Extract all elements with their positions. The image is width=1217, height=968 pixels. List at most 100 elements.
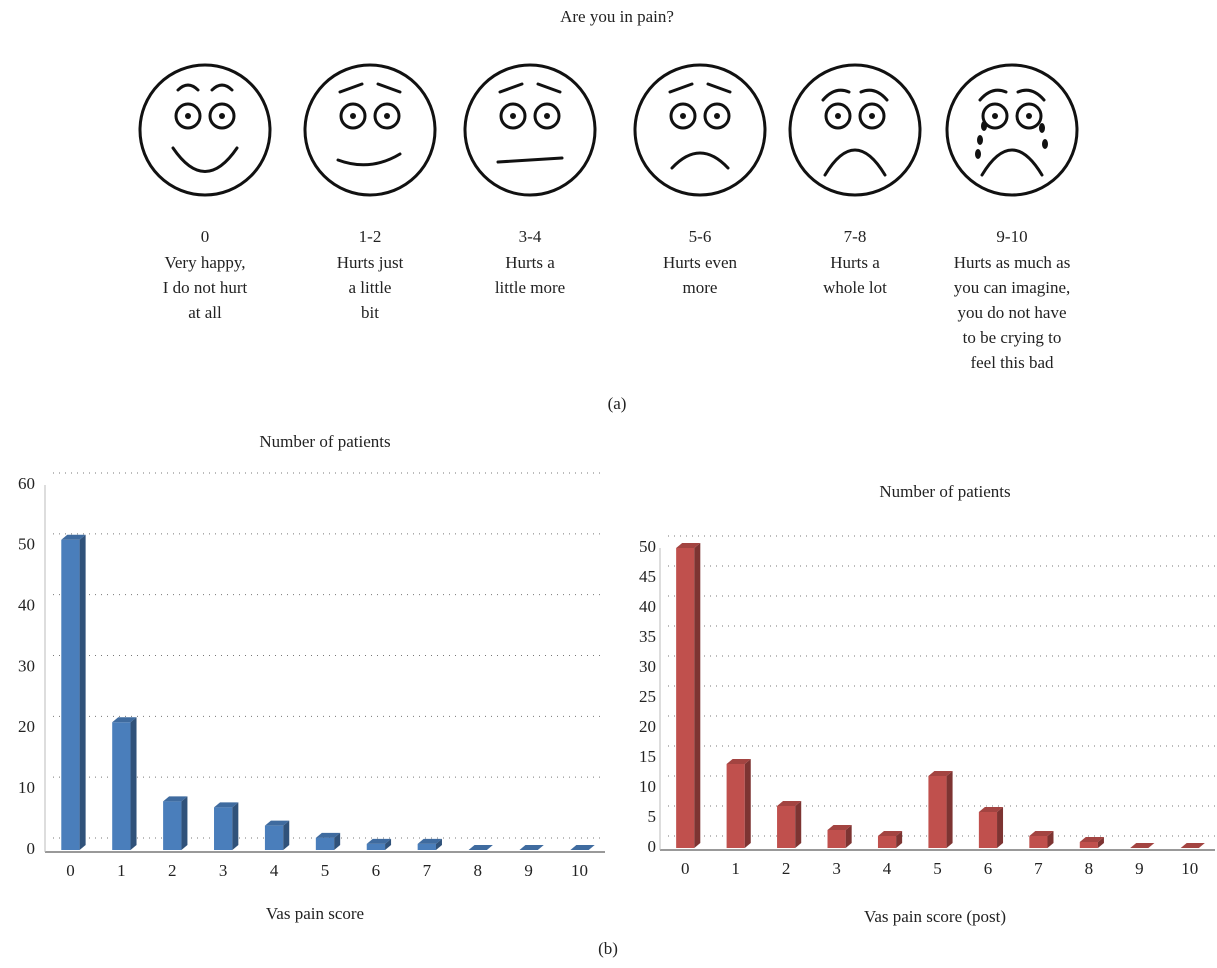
face-description: more [683, 278, 718, 297]
face-description: Hurts a [830, 253, 880, 272]
y-tick-label: 5 [648, 807, 657, 826]
x-tick-label: 8 [1085, 859, 1094, 878]
x-tick-label: 10 [571, 861, 588, 880]
y-tick-label: 50 [18, 535, 35, 554]
y-tick-label: 30 [639, 657, 656, 676]
face-description: Very happy, [164, 253, 245, 272]
bar [315, 837, 335, 850]
bar-top [877, 831, 903, 836]
bar [676, 548, 695, 848]
x-tick-label: 2 [168, 861, 177, 880]
bar-top [1180, 843, 1205, 848]
face-outline [788, 63, 922, 197]
mouth [171, 146, 239, 173]
x-tick-label: 5 [933, 859, 942, 878]
x-tick-label: 8 [473, 861, 482, 880]
x-axis-title: Vas pain score (post) [864, 907, 1006, 926]
tear [1039, 123, 1045, 133]
face-description: I do not hurt [163, 278, 248, 297]
bar [417, 843, 436, 850]
y-tick-label: 60 [18, 474, 35, 493]
bar [1079, 842, 1098, 848]
y-tick-label: 0 [27, 839, 36, 858]
x-tick-label: 1 [117, 861, 126, 880]
y-tick-label: 45 [639, 567, 656, 586]
pupil [992, 113, 998, 119]
x-axis-title: Vas pain score [266, 904, 364, 923]
bar [1029, 836, 1048, 848]
bar-top [978, 807, 1004, 812]
bar [978, 812, 998, 848]
bar-side [1047, 831, 1054, 848]
pupil [350, 113, 356, 119]
x-tick-label: 9 [524, 861, 533, 880]
face-description: Hurts a [505, 253, 555, 272]
face-outline [633, 63, 767, 197]
bar-side [1097, 837, 1104, 848]
x-tick-label: 7 [423, 861, 432, 880]
x-tick-label: 1 [731, 859, 740, 878]
mouth [980, 148, 1044, 177]
bar-side [435, 838, 442, 850]
eye [208, 102, 236, 130]
face-description: Hurts as much as [954, 253, 1071, 272]
eye [373, 102, 401, 130]
brow [498, 82, 524, 94]
y-tick-label: 15 [639, 747, 656, 766]
bar-top [264, 820, 290, 826]
x-tick-label: 4 [883, 859, 892, 878]
bar [877, 836, 897, 848]
x-tick-label: 3 [219, 861, 228, 880]
face-outline [303, 63, 437, 197]
bar-top [112, 717, 137, 723]
bar-top [726, 759, 751, 764]
eye [499, 102, 527, 130]
brow [668, 82, 694, 94]
brow [1016, 88, 1046, 102]
tear [1042, 139, 1048, 149]
brow [210, 83, 234, 92]
pupil [219, 113, 225, 119]
eye [703, 102, 731, 130]
pupil [1026, 113, 1032, 119]
bar-side [896, 831, 903, 848]
y-tick-label: 40 [18, 596, 35, 615]
bar [61, 539, 80, 850]
face [463, 63, 597, 197]
face-score: 9-10 [996, 227, 1027, 246]
eye [174, 102, 202, 130]
face-score: 7-8 [844, 227, 867, 246]
x-tick-label: 4 [270, 861, 279, 880]
brow [978, 88, 1008, 102]
bar [726, 764, 745, 848]
x-tick-label: 10 [1181, 859, 1198, 878]
bar-side [181, 796, 188, 850]
bar-top [570, 845, 595, 850]
bar [112, 722, 131, 850]
face [303, 63, 437, 197]
y-tick-label: 10 [639, 777, 656, 796]
pupil [185, 113, 191, 119]
y-tick-label: 50 [639, 537, 656, 556]
pupil [835, 113, 841, 119]
y-tick-label: 30 [18, 656, 35, 675]
x-tick-label: 0 [681, 859, 690, 878]
bar-side [283, 820, 290, 850]
x-tick-label: 6 [984, 859, 993, 878]
bar-side [130, 717, 137, 850]
bar-side [744, 759, 751, 848]
face-description: Hurts even [663, 253, 738, 272]
eye [1015, 102, 1043, 130]
bar-side [694, 543, 701, 848]
brow [821, 88, 851, 102]
tear [981, 121, 987, 131]
tear [975, 149, 981, 159]
face-description: Hurts just [337, 253, 404, 272]
face [633, 63, 767, 197]
bar-top [468, 845, 493, 850]
bar-top [366, 838, 392, 844]
mouth [670, 151, 730, 170]
bar-top [163, 796, 188, 802]
brow [859, 88, 889, 102]
